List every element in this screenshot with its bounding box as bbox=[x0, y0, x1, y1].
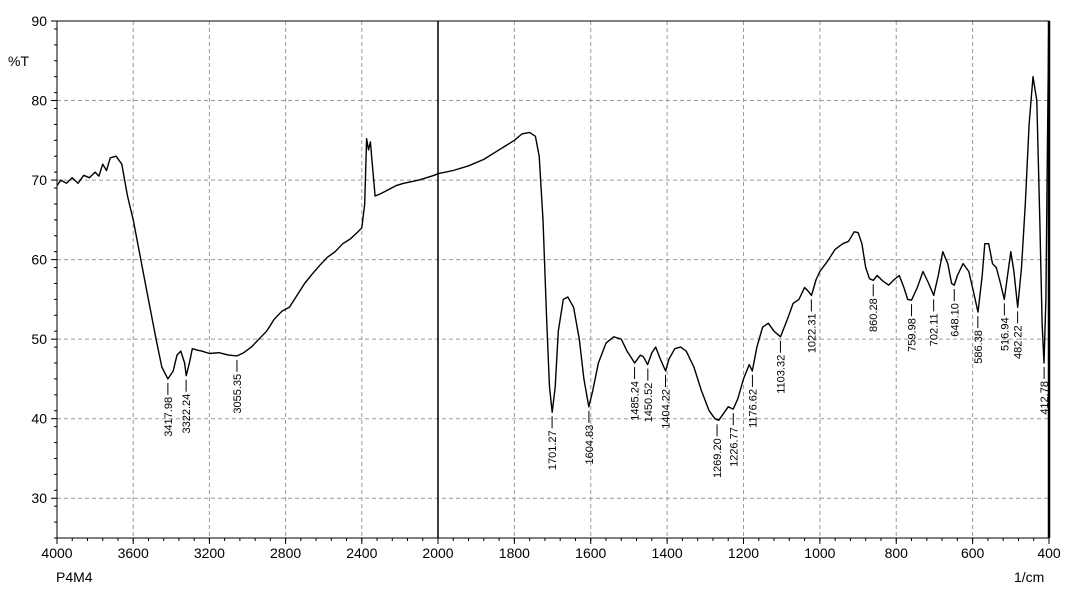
peak-label: 3322.24 bbox=[181, 394, 193, 434]
peak-label: 759.98 bbox=[907, 318, 919, 352]
peak-label: 482.22 bbox=[1013, 325, 1025, 359]
x-tick-labels: 4000 3600 3200 2800 2400 2000 1800 1600 1400 1200… bbox=[41, 545, 1060, 561]
x-tick-label: 1800 bbox=[499, 545, 530, 561]
x-axis-label: 1/cm bbox=[1014, 569, 1044, 585]
peak-label: 702.11 bbox=[929, 313, 941, 346]
y-tick-label: 50 bbox=[31, 331, 47, 347]
grid-layer bbox=[57, 21, 1049, 538]
y-tick-label: 90 bbox=[31, 13, 47, 29]
peak-label: 1701.27 bbox=[547, 430, 559, 470]
x-tick-label: 3600 bbox=[118, 545, 149, 561]
peak-label: 1485.24 bbox=[630, 381, 642, 421]
y-tick-label: 70 bbox=[31, 172, 47, 188]
peak-label: 3055.35 bbox=[232, 374, 244, 414]
peak-label: 1404.22 bbox=[661, 389, 673, 429]
y-tick-labels: 30 40 50 60 70 80 90 bbox=[31, 13, 47, 506]
peak-label: 1450.52 bbox=[643, 383, 655, 423]
x-tick-label: 2000 bbox=[422, 545, 453, 561]
peak-label: 586.38 bbox=[973, 330, 985, 364]
peak-label: 3417.98 bbox=[163, 397, 175, 437]
y-axis-label: %T bbox=[8, 53, 29, 69]
x-tick-label: 3200 bbox=[194, 545, 225, 561]
x-tick-label: 400 bbox=[1037, 545, 1061, 561]
peak-label: 412.78 bbox=[1039, 381, 1051, 415]
series-layer bbox=[56, 36, 1050, 421]
x-tick-label: 1000 bbox=[804, 545, 835, 561]
peak-label: 1269.20 bbox=[712, 438, 724, 478]
y-tick-label: 60 bbox=[31, 252, 47, 268]
peak-label: 1022.31 bbox=[806, 313, 818, 353]
y-tick-label: 40 bbox=[31, 411, 47, 427]
x-tick-label: 2400 bbox=[346, 545, 377, 561]
x-tick-label: 1600 bbox=[575, 545, 606, 561]
peak-label: 1103.32 bbox=[775, 355, 787, 394]
x-tick-label: 1200 bbox=[728, 545, 759, 561]
x-tick-label: 800 bbox=[885, 545, 909, 561]
sample-label: P4M4 bbox=[56, 569, 93, 585]
x-tick-label: 1400 bbox=[652, 545, 683, 561]
peak-label: 648.10 bbox=[949, 303, 961, 337]
peak-label: 516.94 bbox=[999, 317, 1011, 351]
peak-label: 860.28 bbox=[868, 298, 880, 332]
peak-annotations: 3417.98 3322.24 3055.35 1701.27 1604.83 1485.… bbox=[163, 284, 1051, 478]
x-tick-label: 600 bbox=[961, 545, 985, 561]
x-tick-label: 2800 bbox=[270, 545, 301, 561]
y-tick-label: 80 bbox=[31, 93, 47, 109]
peak-label: 1226.77 bbox=[728, 427, 740, 467]
plot-frame bbox=[56, 20, 1050, 539]
spectrum-series-line bbox=[56, 36, 1050, 421]
peak-label: 1604.83 bbox=[584, 425, 596, 465]
x-tick-label: 4000 bbox=[41, 545, 72, 561]
y-tick-label: 30 bbox=[31, 490, 47, 506]
peak-label: 1176.62 bbox=[747, 389, 759, 428]
